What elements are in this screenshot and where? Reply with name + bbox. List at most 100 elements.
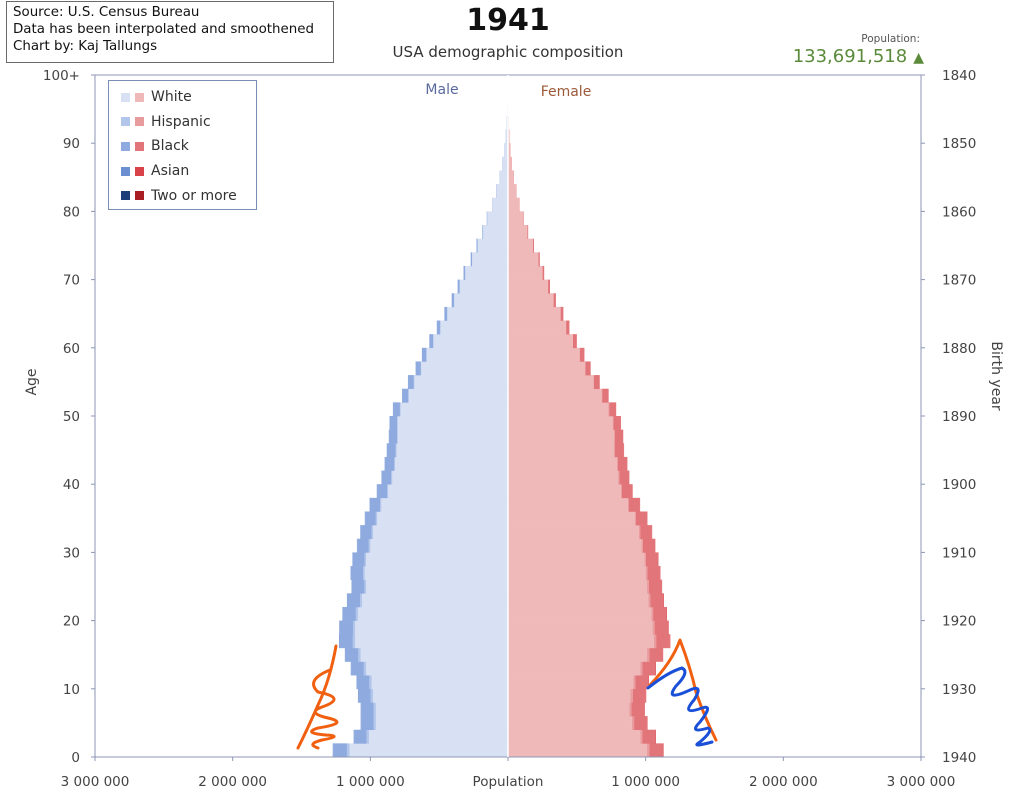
male-swatch bbox=[121, 92, 130, 102]
male-hispanic-bar bbox=[363, 661, 367, 676]
female-hispanic-bar bbox=[652, 620, 655, 635]
male-black-bar bbox=[393, 402, 400, 417]
female-black-bar bbox=[617, 456, 628, 471]
male-black-bar bbox=[389, 416, 398, 430]
male-hispanic-bar bbox=[368, 538, 371, 553]
birth-year-tick-label: 1860 bbox=[942, 204, 976, 220]
legend-label: Two or more bbox=[151, 187, 237, 204]
male-white-bar bbox=[472, 252, 508, 267]
male-hispanic-bar bbox=[397, 429, 398, 444]
female-white-bar bbox=[508, 647, 648, 662]
female-white-bar bbox=[508, 361, 586, 376]
birth-year-tick-label: 1910 bbox=[942, 545, 976, 561]
y-axis-ticks: 0 10 20 30 40 50 60 70 80 90 100+ bbox=[43, 68, 95, 766]
y-tick-label: 60 bbox=[63, 341, 80, 357]
y-tick-label: 70 bbox=[63, 273, 80, 289]
female-hispanic-bar bbox=[634, 511, 636, 526]
legend-label: Hispanic bbox=[151, 113, 211, 130]
male-hispanic-bar bbox=[371, 525, 374, 540]
legend-item-hispanic: Hispanic bbox=[121, 110, 256, 135]
male-black-bar bbox=[358, 688, 371, 703]
female-hispanic-bar bbox=[647, 647, 650, 662]
male-white-bar bbox=[364, 566, 508, 580]
male-white-bar bbox=[366, 552, 508, 567]
male-swatch bbox=[121, 166, 130, 176]
female-swatch bbox=[135, 191, 144, 201]
female-black-bar bbox=[642, 538, 656, 553]
male-hispanic-bar bbox=[346, 743, 350, 758]
female-white-bar bbox=[508, 716, 632, 731]
male-white-bar bbox=[397, 429, 508, 444]
y-tick-label: 90 bbox=[63, 136, 80, 152]
male-black-bar bbox=[361, 716, 374, 731]
female-hispanic-bar bbox=[627, 497, 630, 512]
male-white-bar bbox=[447, 306, 508, 321]
female-swatch bbox=[135, 166, 144, 176]
male-hispanic-bar bbox=[360, 593, 363, 608]
male-hispanic-bar bbox=[373, 716, 376, 731]
male-white-bar bbox=[397, 416, 508, 430]
female-white-bar bbox=[508, 306, 561, 321]
female-hispanic-bar bbox=[601, 388, 603, 403]
male-black-bar bbox=[351, 661, 364, 676]
female-white-bar bbox=[508, 606, 652, 621]
female-white-bar bbox=[508, 511, 635, 526]
female-hispanic-bar bbox=[631, 716, 635, 731]
male-hispanic-bar bbox=[352, 634, 356, 649]
female-black-bar bbox=[647, 566, 661, 580]
male-hispanic-bar bbox=[363, 566, 365, 580]
male-black-bar bbox=[339, 634, 353, 649]
male-hispanic-bar bbox=[370, 688, 374, 703]
legend-label: Asian bbox=[151, 163, 190, 180]
female-series-label: Female bbox=[541, 84, 592, 100]
female-black-bar bbox=[560, 306, 564, 321]
female-white-bar bbox=[508, 470, 619, 485]
male-white-bar bbox=[377, 511, 508, 526]
male-white-bar bbox=[506, 115, 508, 130]
female-hispanic-bar bbox=[647, 743, 650, 758]
female-white-bar bbox=[508, 170, 514, 185]
female-white-bar bbox=[508, 552, 645, 567]
x-tick-label: 1 000 000 bbox=[611, 774, 680, 790]
female-hispanic-bar bbox=[630, 688, 633, 703]
male-white-bar bbox=[360, 647, 508, 662]
y-tick-label: 20 bbox=[63, 614, 80, 630]
y-axis-label: Age bbox=[24, 368, 40, 395]
female-white-bar bbox=[508, 129, 510, 144]
male-white-bar bbox=[373, 525, 508, 540]
birth-year-tick-label: 1840 bbox=[942, 68, 976, 84]
female-black-bar bbox=[650, 593, 664, 608]
female-white-bar bbox=[508, 688, 631, 703]
female-white-bar bbox=[508, 675, 634, 690]
male-white-bar bbox=[373, 688, 508, 703]
female-white-bar bbox=[508, 184, 517, 199]
birth-year-tick-label: 1930 bbox=[942, 682, 976, 698]
female-black-bar bbox=[548, 279, 550, 294]
female-black-bar bbox=[634, 716, 648, 731]
male-white-bar bbox=[496, 184, 508, 199]
female-black-bar bbox=[613, 416, 621, 430]
male-white-bar bbox=[492, 197, 508, 212]
male-white-bar bbox=[375, 702, 508, 717]
female-white-bar bbox=[508, 375, 594, 390]
female-white-bar bbox=[508, 416, 613, 430]
female-hispanic-bar bbox=[620, 484, 622, 499]
female-white-bar bbox=[508, 634, 654, 649]
female-black-bar bbox=[619, 470, 630, 485]
female-black-bar bbox=[635, 511, 648, 526]
male-black-bar bbox=[342, 606, 356, 621]
male-white-bar bbox=[421, 361, 508, 376]
male-hispanic-bar bbox=[364, 579, 367, 594]
male-swatch bbox=[121, 141, 130, 151]
male-white-bar bbox=[414, 375, 508, 390]
male-series-label: Male bbox=[425, 82, 458, 98]
male-white-bar bbox=[465, 265, 508, 280]
male-white-bar bbox=[433, 334, 508, 349]
male-hispanic-bar bbox=[366, 729, 369, 744]
male-white-bar bbox=[426, 347, 508, 362]
male-white-bar bbox=[487, 211, 508, 226]
female-hispanic-bar bbox=[618, 470, 620, 485]
male-hispanic-bar bbox=[369, 675, 372, 690]
legend-label: White bbox=[151, 89, 192, 106]
female-white-bar bbox=[508, 429, 614, 444]
